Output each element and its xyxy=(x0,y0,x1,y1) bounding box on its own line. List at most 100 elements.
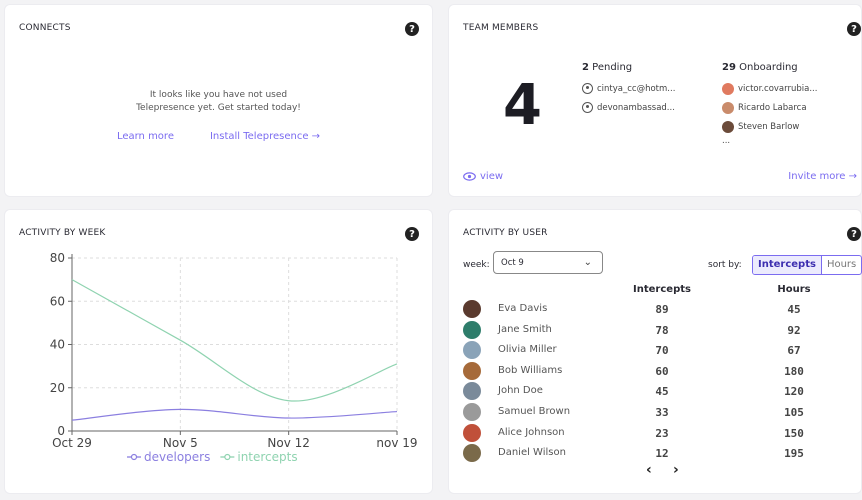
avatar xyxy=(463,403,481,421)
avatar xyxy=(463,300,481,318)
intercepts-value: 70 xyxy=(655,344,669,358)
y-tick-label: 40 xyxy=(50,338,65,352)
legend-label-intercepts: intercepts xyxy=(237,450,297,464)
install-telepresence-link[interactable]: Install Telepresence → xyxy=(209,131,321,142)
team-members-card: TEAM MEMBERS ? 4 2 Pending cintya_cc@hot… xyxy=(448,4,862,197)
pending-member[interactable]: devonambassad... xyxy=(582,98,675,117)
table-row[interactable]: Olivia Miller 70 67 xyxy=(463,340,853,361)
intercepts-column-header[interactable]: Intercepts xyxy=(633,284,691,295)
week-help-icon[interactable]: ? xyxy=(405,227,419,241)
user-circle-icon xyxy=(582,102,593,113)
onboarding-member-name: Ricardo Labarca xyxy=(738,102,807,113)
table-row[interactable]: John Doe 45 120 xyxy=(463,381,853,402)
intercepts-value: 23 xyxy=(655,426,669,440)
connects-help-icon[interactable]: ? xyxy=(405,22,419,36)
hours-value: 45 xyxy=(787,303,801,316)
intercepts-value: 78 xyxy=(655,323,669,337)
hours-value: 92 xyxy=(787,323,801,337)
connects-message-line1: It looks like you have not used xyxy=(149,90,288,100)
onboarding-member-name: victor.covarrubia... xyxy=(738,83,818,94)
table-row[interactable]: Daniel Wilson 12 195 xyxy=(463,443,853,464)
pending-count: 2 xyxy=(582,62,589,73)
view-link[interactable]: view xyxy=(463,171,503,182)
legend-label-developers: developers xyxy=(144,450,210,464)
user-name: Bob Williams xyxy=(498,364,563,376)
pending-column: 2 Pending cintya_cc@hotm... devonambassa… xyxy=(582,62,675,117)
week-select[interactable]: Oct 9 ⌄ xyxy=(493,251,603,274)
hours-value: 195 xyxy=(784,447,804,461)
eye-icon xyxy=(463,172,476,181)
intercepts-value: 89 xyxy=(655,303,669,316)
onboarding-label: Onboarding xyxy=(739,62,798,73)
pending-member-email: cintya_cc@hotm... xyxy=(597,83,676,94)
onboarding-member-name: Steven Barlow xyxy=(738,121,800,132)
avatar xyxy=(463,341,481,360)
sort-label: sort by: xyxy=(708,260,742,270)
team-title: TEAM MEMBERS xyxy=(463,23,539,33)
avatar xyxy=(722,82,734,95)
onboarding-count: 29 xyxy=(722,62,736,73)
x-tick-label: Nov 12 xyxy=(267,436,310,450)
avatar xyxy=(463,444,481,463)
next-page-button[interactable]: › xyxy=(673,462,679,478)
view-label: view xyxy=(480,171,504,182)
onboarding-header: 29 Onboarding xyxy=(722,62,817,73)
hours-value: 120 xyxy=(784,385,804,399)
sort-toggle: Intercepts Hours xyxy=(752,255,862,275)
user-name: Daniel Wilson xyxy=(498,447,566,459)
learn-more-link[interactable]: Learn more xyxy=(116,131,174,142)
activity-line-chart: 0 20 40 60 80 Oct 29 Nov 5 Nov 12 nov 19 develope… xyxy=(50,251,418,464)
intercepts-value: 12 xyxy=(655,447,669,461)
table-row[interactable]: Alice Johnson 23 150 xyxy=(463,423,853,444)
sort-intercepts-button[interactable]: Intercepts xyxy=(753,256,822,274)
team-help-icon[interactable]: ? xyxy=(847,22,861,36)
intercepts-value: 45 xyxy=(655,385,669,399)
hours-value: 105 xyxy=(784,406,804,419)
x-tick-label: nov 19 xyxy=(376,436,417,450)
connects-card: CONNECTS ? It looks like you have not us… xyxy=(4,4,433,197)
week-select-value: Oct 9 xyxy=(501,257,524,268)
hours-value: 150 xyxy=(784,426,804,440)
connects-message: It looks like you have not used Telepres… xyxy=(5,89,432,115)
onboarding-member[interactable]: Steven Barlow xyxy=(722,117,817,136)
pending-header: 2 Pending xyxy=(582,62,675,73)
onboarding-member[interactable]: Ricardo Labarca xyxy=(722,98,817,117)
x-tick-label: Oct 29 xyxy=(52,436,92,450)
avatar xyxy=(722,120,734,133)
user-name: Jane Smith xyxy=(498,323,552,335)
intercepts-value: 60 xyxy=(655,364,669,378)
connects-message-line2: Telepresence yet. Get started today! xyxy=(136,103,301,113)
onboarding-column: 29 Onboarding victor.covarrubia... Ricar… xyxy=(722,62,817,146)
legend-marker xyxy=(130,453,138,461)
invite-more-link[interactable]: Invite more → xyxy=(788,171,857,182)
pending-member[interactable]: cintya_cc@hotm... xyxy=(582,79,675,98)
avatar xyxy=(722,101,734,114)
user-help-icon[interactable]: ? xyxy=(847,227,861,241)
y-tick-label: 0 xyxy=(57,424,65,438)
intercepts-value: 33 xyxy=(655,406,669,419)
table-row[interactable]: Bob Williams 60 180 xyxy=(463,361,853,382)
table-row[interactable]: Samuel Brown 33 105 xyxy=(463,402,853,423)
avatar xyxy=(463,320,481,339)
activity-by-week-card: ACTIVITY BY WEEK ? 0 20 40 60 80 Oct 29 Nov 5 N… xyxy=(4,209,433,494)
onboarding-more[interactable]: ... xyxy=(722,136,731,146)
user-circle-icon xyxy=(582,83,593,94)
hours-column-header[interactable]: Hours xyxy=(777,284,811,295)
table-row[interactable]: Jane Smith 78 92 xyxy=(463,320,853,341)
y-tick-label: 20 xyxy=(50,381,65,395)
onboarding-member[interactable]: victor.covarrubia... xyxy=(722,79,817,98)
pending-label: Pending xyxy=(592,62,633,73)
user-name: Samuel Brown xyxy=(498,406,571,417)
y-tick-label: 60 xyxy=(50,294,65,308)
week-select-label: week: xyxy=(463,260,490,270)
series-line-developers xyxy=(71,408,398,421)
week-title: ACTIVITY BY WEEK xyxy=(19,228,106,238)
x-tick-label: Nov 5 xyxy=(163,436,198,450)
activity-by-user-card: ACTIVITY BY USER ? week: Oct 9 ⌄ sort by… xyxy=(448,209,862,494)
connects-links: Learn more Install Telepresence → xyxy=(5,131,432,142)
prev-page-button[interactable]: ‹ xyxy=(646,462,652,478)
sort-hours-button[interactable]: Hours xyxy=(826,259,857,270)
avatar xyxy=(463,382,481,401)
chevron-down-icon: ⌄ xyxy=(583,257,592,268)
table-row[interactable]: Eva Davis 89 45 xyxy=(463,299,853,320)
